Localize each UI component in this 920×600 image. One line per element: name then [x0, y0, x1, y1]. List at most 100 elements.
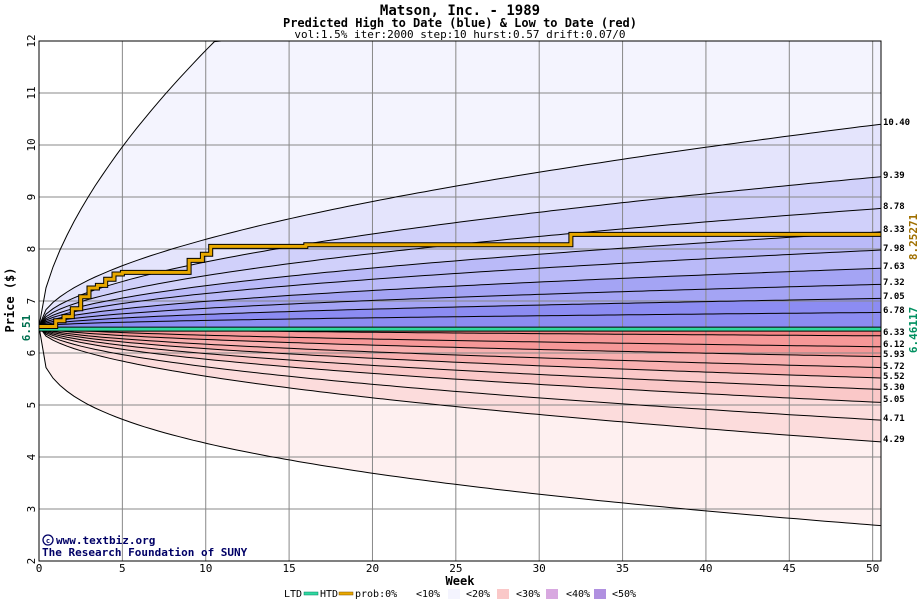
copyright-c: c [46, 537, 50, 545]
quantile-curve [38, 326, 882, 527]
end-label-low: 5.30 [883, 383, 905, 393]
end-label-high: 7.32 [883, 278, 905, 288]
chart-params: vol:1.5% iter:2000 step:10 hurst:0.57 dr… [294, 28, 625, 41]
legend-htd-swatch [338, 591, 354, 596]
x-tick-label: 5 [119, 562, 126, 575]
htd-value-label: 8.25271 [907, 213, 920, 260]
legend-swatch-2 [497, 589, 509, 599]
legend-item-4: <50% [612, 589, 636, 600]
quantile-curve [38, 326, 882, 390]
credit-url: www.textbiz.org [56, 534, 155, 547]
quantile-curves [38, 40, 882, 527]
quantile-curve [38, 326, 882, 403]
end-label-low: 5.72 [883, 362, 905, 372]
quantile-curve [38, 176, 882, 327]
y-tick-label: 2 [25, 558, 38, 565]
red-band [39, 326, 881, 368]
end-label-low: 6.12 [883, 340, 905, 350]
x-tick-label: 40 [699, 562, 712, 575]
end-label-low: 5.05 [883, 395, 905, 405]
blue-band [39, 312, 881, 330]
end-label-low: 4.29 [883, 435, 905, 445]
end-label-high: 7.63 [883, 262, 905, 272]
end-label-high: 7.05 [883, 292, 905, 302]
probability-bands [39, 41, 881, 526]
x-tick-label: 0 [36, 562, 43, 575]
end-label-high: 9.39 [883, 171, 905, 181]
x-tick-label: 30 [533, 562, 546, 575]
red-band [39, 326, 881, 403]
blue-band [39, 284, 881, 327]
blue-band [39, 176, 881, 327]
quantile-curve [38, 326, 882, 369]
end-label-high: 6.78 [883, 306, 905, 316]
end-label-high: 7.98 [883, 244, 905, 254]
htd-line [39, 232, 881, 328]
blue-band [39, 41, 881, 327]
end-label-low: 6.33 [883, 328, 905, 338]
series-lines [39, 231, 881, 332]
y-tick-label: 3 [25, 506, 38, 513]
blue-band [39, 208, 881, 327]
x-tick-label: 10 [199, 562, 212, 575]
quantile-curve [38, 231, 882, 327]
legend-ltd-label: LTD [284, 589, 302, 600]
x-tick-label: 20 [366, 562, 379, 575]
quantile-curve [38, 326, 882, 379]
legend-item-1: <20% [466, 589, 490, 600]
y-tick-label: 10 [25, 138, 38, 151]
credit: c www.textbiz.org The Research Foundatio… [42, 534, 248, 559]
end-labels: 10.40 9.39 8.78 8.33 7.98 7.63 7.32 7.05 6.78 6.3… [883, 118, 910, 445]
legend: LTD HTD prob:0% <10% <20% <30% <40% <50% [284, 589, 636, 600]
quantile-curve [38, 267, 882, 327]
blue-band [39, 268, 881, 327]
end-label-low: 5.52 [883, 372, 905, 382]
quantile-curve [38, 326, 882, 443]
red-band [39, 326, 881, 378]
blue-band [39, 231, 881, 327]
red-band [39, 326, 881, 442]
copyright-icon [42, 534, 54, 546]
y-axis-label: Price ($) [3, 267, 17, 332]
end-label-high: 8.33 [883, 225, 905, 235]
y-tick-label: 6 [25, 350, 38, 357]
quantile-curve [38, 283, 882, 327]
plot-frame [38, 40, 882, 562]
legend-item-2: <30% [516, 589, 540, 600]
x-axis-label: Week [446, 574, 476, 588]
legend-item-3: <40% [566, 589, 590, 600]
legend-htd-label: HTD [320, 589, 338, 600]
x-tick-label: 35 [616, 562, 629, 575]
quantile-curve [38, 326, 882, 348]
legend-ltd-swatch [303, 591, 319, 596]
y-tick-label: 11 [25, 86, 38, 99]
blue-band [39, 124, 881, 327]
y-tick-label: 5 [25, 402, 38, 409]
legend-swatch-4 [594, 589, 606, 599]
quantile-curve [38, 297, 882, 327]
end-label-low: 5.93 [883, 350, 905, 360]
red-band [39, 326, 881, 390]
ltd-value-label: 6.46117 [907, 307, 920, 353]
legend-prob-label: prob:0% [355, 589, 397, 600]
red-band [39, 326, 881, 421]
x-tick-label: 25 [449, 562, 462, 575]
y-tick-label: 12 [25, 34, 38, 47]
quantile-curve [38, 249, 882, 327]
y-tick-label: 7 [25, 298, 38, 305]
legend-swatch-0 [399, 589, 411, 599]
chart-subtitle: Predicted High to Date (blue) & Low to D… [283, 16, 637, 30]
x-tick-label: 50 [866, 562, 879, 575]
y-tick-label: 8 [25, 246, 38, 253]
x-tick-label: 15 [282, 562, 295, 575]
legend-swatch-1 [448, 589, 460, 599]
red-band [39, 326, 881, 526]
y-tick-label: 4 [25, 453, 38, 460]
end-label-low: 4.71 [883, 414, 905, 424]
blue-band [39, 250, 881, 327]
chart-title: Matson, Inc. - 1989 [380, 3, 540, 19]
y-tick-label: 9 [25, 194, 38, 201]
start-price-label: 6.51 [20, 314, 33, 341]
